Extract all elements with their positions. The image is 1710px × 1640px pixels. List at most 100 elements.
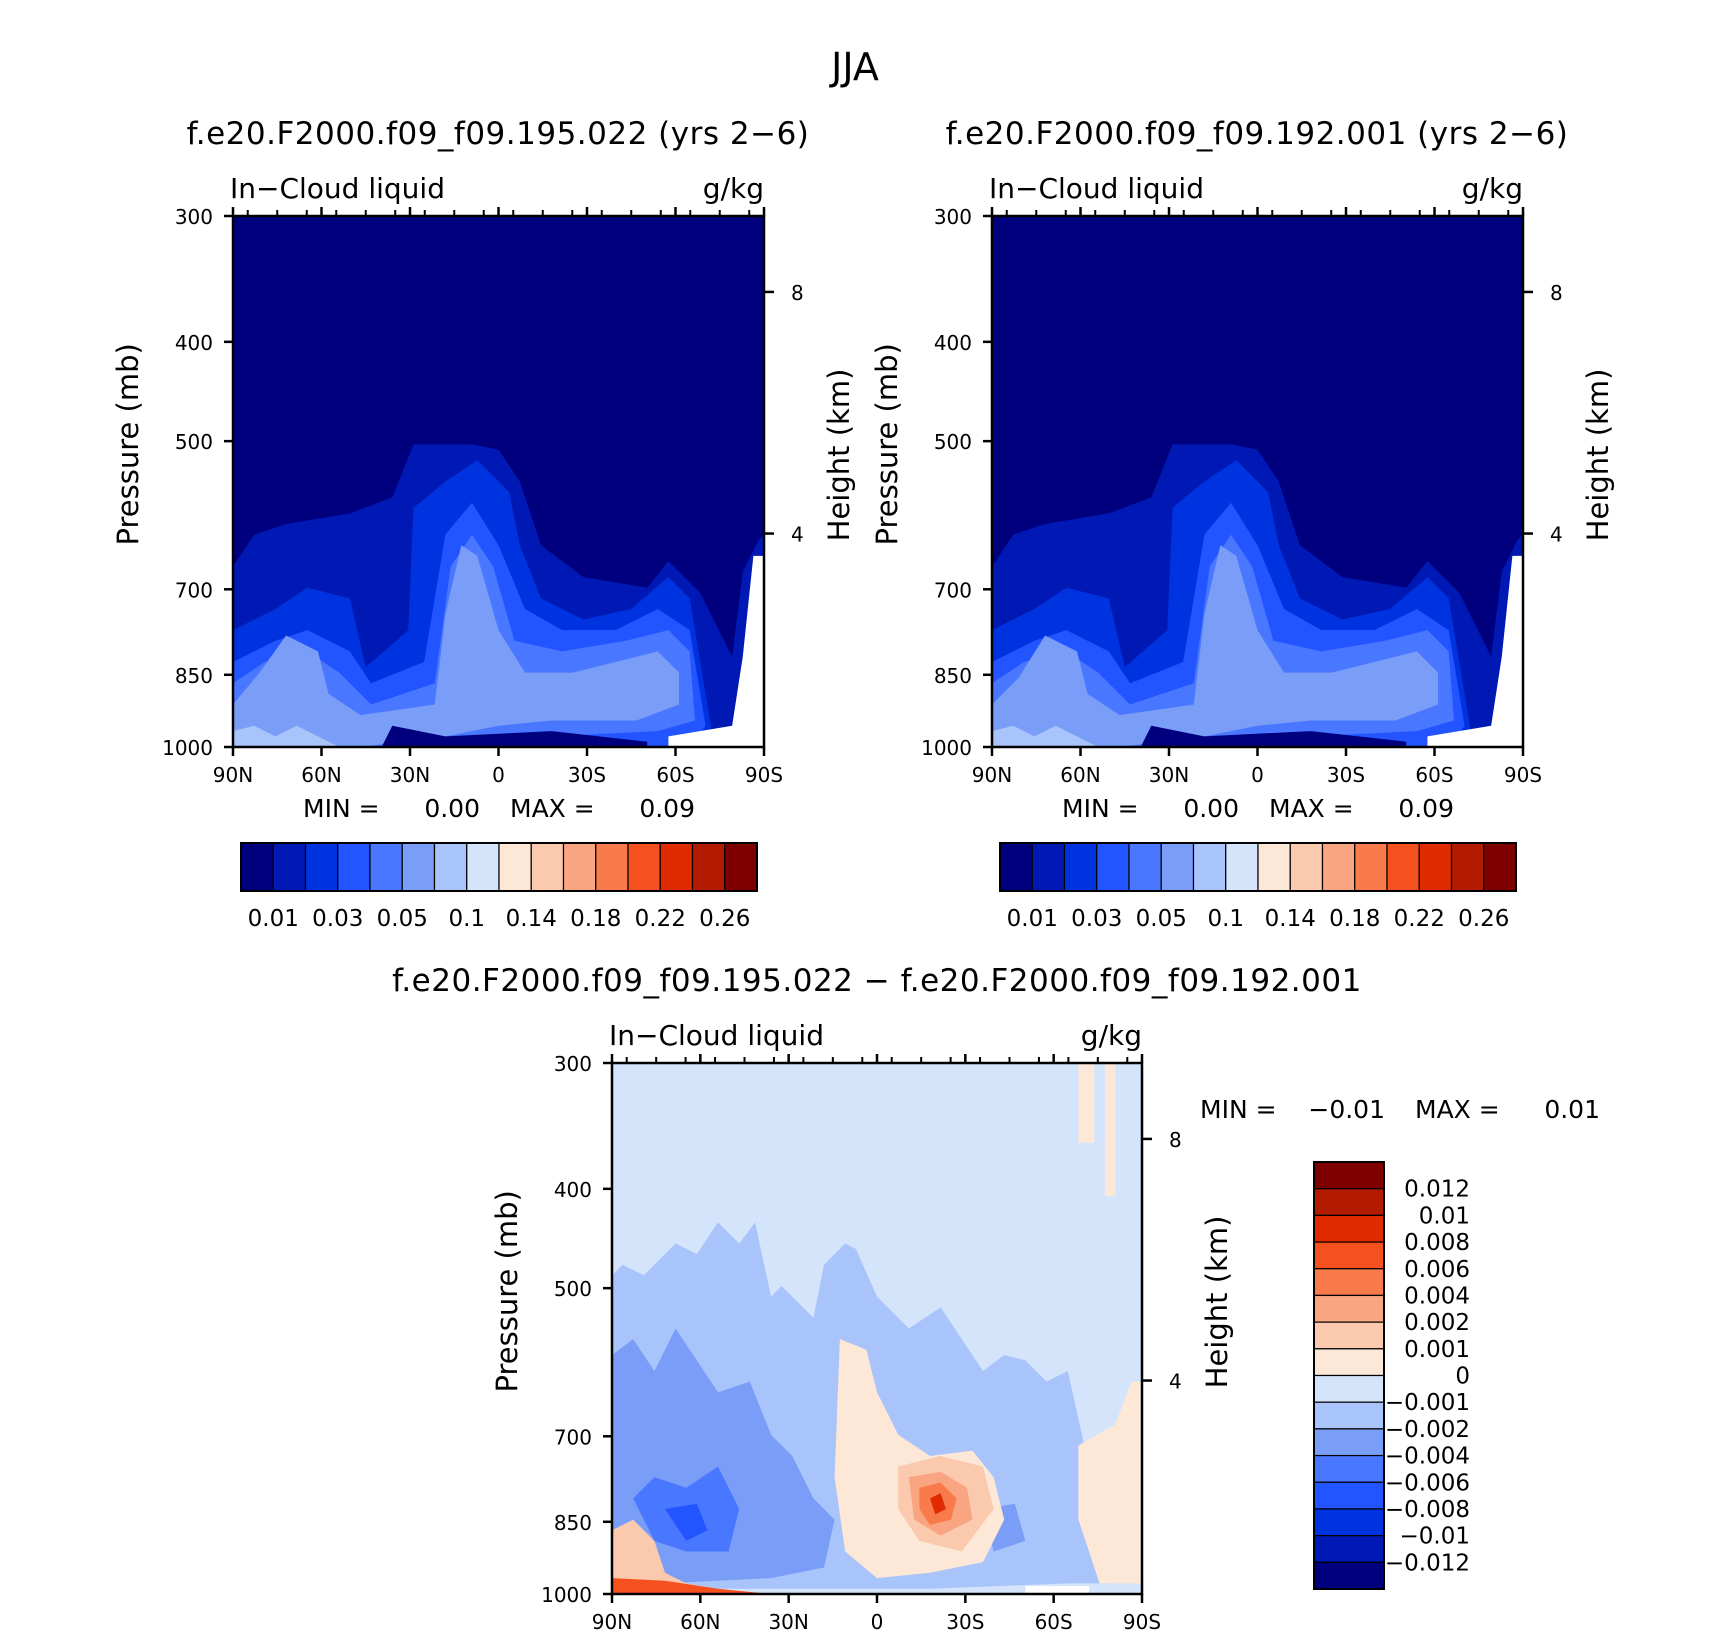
colorbar-swatch xyxy=(724,842,758,892)
colorbar-swatch xyxy=(1313,1241,1385,1270)
min-value: 0.00 xyxy=(1183,794,1239,823)
colorbar-swatch xyxy=(272,842,307,892)
height-tick-label: 4 xyxy=(1550,523,1563,547)
colorbar-swatch xyxy=(1418,842,1453,892)
y-tick-label: 400 xyxy=(554,1178,592,1202)
colorbar-label: 0.05 xyxy=(1136,906,1187,932)
colorbar-swatch xyxy=(337,842,371,892)
contour-level-10 xyxy=(930,1493,946,1515)
colorbar-swatch xyxy=(1313,1508,1385,1537)
colorbar-swatch xyxy=(1313,1535,1385,1563)
colorbar-swatch xyxy=(1483,842,1517,892)
colorbar-swatch xyxy=(1313,1428,1385,1457)
contour-level-4 xyxy=(665,1503,708,1541)
height-tick-label: 4 xyxy=(1169,1370,1182,1394)
colorbar-label: 0.008 xyxy=(1404,1230,1470,1256)
y-axis-label: Pressure (mb) xyxy=(870,343,904,545)
colorbar-swatch xyxy=(1313,1561,1385,1590)
y-axis-right-label: Height (km) xyxy=(1581,369,1615,542)
colorbar-swatch xyxy=(1450,842,1485,892)
colorbar-label: 0.22 xyxy=(1394,906,1445,932)
colorbar-label: 0.26 xyxy=(699,906,750,932)
contour-field xyxy=(233,216,764,747)
colorbar-swatch xyxy=(1313,1188,1385,1216)
min-label: MIN = xyxy=(1062,794,1139,823)
x-tick-label: 90N xyxy=(213,763,253,787)
height-tick-label: 8 xyxy=(1169,1128,1182,1152)
max-value: 0.09 xyxy=(1398,794,1454,823)
y-tick-label: 1000 xyxy=(541,1583,592,1607)
max-value: 0.01 xyxy=(1544,1095,1600,1124)
y-tick-label: 850 xyxy=(934,664,972,688)
colorbar-label: 0 xyxy=(1455,1364,1470,1390)
colorbar-label: −0.002 xyxy=(1385,1417,1470,1443)
contour-level-12 xyxy=(1078,1063,1095,1143)
y-tick-label: 300 xyxy=(554,1052,592,1076)
x-tick-label: 90N xyxy=(972,763,1012,787)
y-axis-label: Pressure (mb) xyxy=(111,343,145,545)
x-tick-label: 0 xyxy=(871,1610,884,1634)
panel-title: f.e20.F2000.f09_f09.192.001 (yrs 2−6) xyxy=(946,116,1569,152)
contour-level-15 xyxy=(612,1578,771,1594)
contour-level-14 xyxy=(612,1519,771,1594)
missing-data-region xyxy=(668,555,764,747)
contour-field xyxy=(992,216,1523,747)
x-tick-label: 60S xyxy=(1415,763,1453,787)
colorbar-label: 0.004 xyxy=(1404,1283,1470,1309)
x-tick-label: 60N xyxy=(680,1610,720,1634)
colorbar-swatch xyxy=(1313,1268,1385,1297)
colorbar-swatch xyxy=(466,842,500,892)
colorbar-swatch xyxy=(1192,842,1227,892)
colorbar-swatch xyxy=(1313,1348,1385,1377)
y-axis-right-label: Height (km) xyxy=(822,369,856,542)
chart-panel-2: f.e20.F2000.f09_f09.192.001 (yrs 2−6) In−… xyxy=(870,116,1615,932)
colorbar-swatch xyxy=(1313,1374,1385,1403)
colorbar-label: 0.14 xyxy=(506,906,557,932)
colorbar-swatch xyxy=(1096,842,1130,892)
colorbar-swatch xyxy=(498,842,532,892)
x-tick-label: 60N xyxy=(1060,763,1100,787)
variable-label: In−Cloud liquid xyxy=(989,172,1204,205)
colorbar-swatch xyxy=(1313,1481,1385,1510)
colorbar-swatch xyxy=(999,842,1033,892)
colorbar-label: −0.004 xyxy=(1385,1444,1470,1470)
y-tick-label: 1000 xyxy=(921,736,972,760)
variable-label: In−Cloud liquid xyxy=(609,1019,824,1052)
colorbar-swatch xyxy=(1031,842,1066,892)
missing-data-region xyxy=(1427,555,1523,747)
colorbar-label: 0.002 xyxy=(1404,1310,1470,1336)
x-tick-label: 90N xyxy=(592,1610,632,1634)
colorbar-swatch xyxy=(1160,842,1195,892)
contour-level-6 xyxy=(233,725,340,747)
colorbar-swatch xyxy=(1128,842,1162,892)
colorbar-swatch xyxy=(691,842,726,892)
colorbar-swatch xyxy=(1063,842,1098,892)
y-tick-label: 1000 xyxy=(162,736,213,760)
chart-panel-3: f.e20.F2000.f09_f09.195.022 − f.e20.F200… xyxy=(392,963,1600,1634)
contour-level-7 xyxy=(381,725,648,747)
x-tick-label: 60S xyxy=(1035,1610,1073,1634)
y-tick-label: 850 xyxy=(175,664,213,688)
y-tick-label: 700 xyxy=(175,578,213,602)
colorbar-label: 0.18 xyxy=(570,906,621,932)
colorbar-label: 0.01 xyxy=(1007,906,1058,932)
height-tick-label: 8 xyxy=(1550,281,1563,305)
colorbar-label: 0.01 xyxy=(1419,1203,1470,1229)
x-tick-label: 90S xyxy=(1504,763,1542,787)
colorbar-swatch xyxy=(304,842,339,892)
colorbar-swatch xyxy=(530,842,565,892)
x-tick-label: 30S xyxy=(568,763,606,787)
x-tick-label: 30N xyxy=(1149,763,1189,787)
x-tick-label: 30S xyxy=(1327,763,1365,787)
colorbar-swatch xyxy=(433,842,468,892)
colorbar-swatch xyxy=(1225,842,1259,892)
colorbar-swatch xyxy=(595,842,629,892)
y-tick-label: 500 xyxy=(554,1277,592,1301)
colorbar-frame xyxy=(1313,1161,1385,1590)
y-tick-label: 300 xyxy=(175,205,213,229)
colorbar-label: −0.006 xyxy=(1385,1470,1470,1496)
colorbar-swatch xyxy=(1354,842,1388,892)
colorbar-label: 0.22 xyxy=(635,906,686,932)
colorbar-label: 0.26 xyxy=(1458,906,1509,932)
